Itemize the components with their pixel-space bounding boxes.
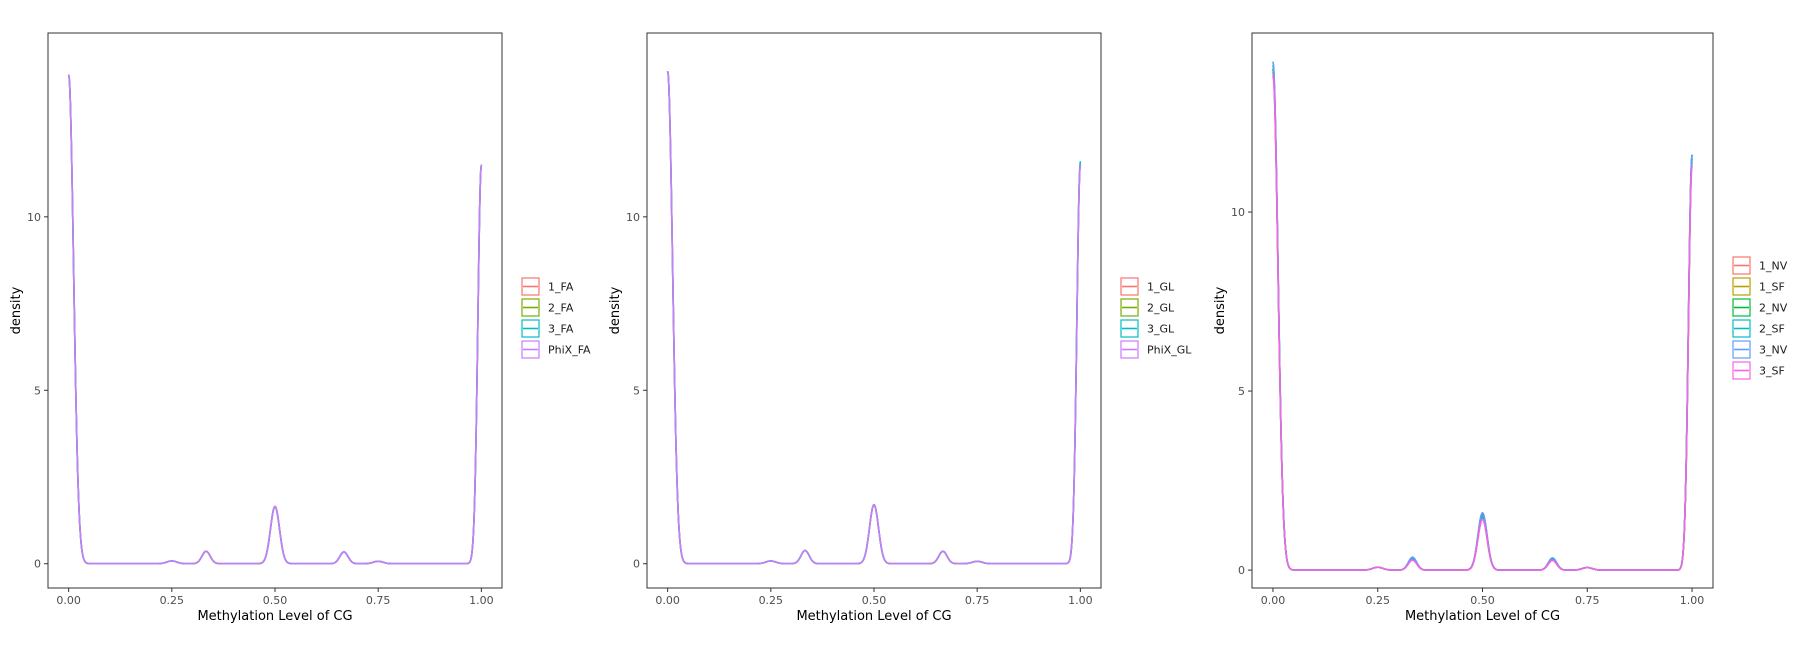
legend-item-3_GL: 3_GL	[1120, 319, 1175, 338]
x-tick-label: 0.25	[759, 594, 784, 607]
series-lines	[67, 74, 483, 565]
legend-item-2_NV: 2_NV	[1732, 298, 1788, 317]
legend-item-3_SF: 3_SF	[1732, 361, 1785, 380]
legend-item-2_GL: 2_GL	[1120, 298, 1175, 317]
legend-item-PhiX_GL: PhiX_GL	[1120, 340, 1192, 359]
y-tick-label: 5	[1238, 385, 1245, 398]
chart-panel-2: 0.00 0.25 0.50 0.75 1.00 0 5 10 Methylation Leve…	[608, 32, 1192, 624]
x-tick-label: 0.00	[1261, 594, 1286, 607]
x-tick-label: 0.75	[1575, 594, 1600, 607]
legend-label: 1_GL	[1147, 281, 1175, 294]
legend-item-2_SF: 2_SF	[1732, 319, 1785, 338]
legend-item-1_SF: 1_SF	[1732, 277, 1785, 296]
x-tick-label: 0.50	[862, 594, 887, 607]
legend-item-1_FA: 1_FA	[521, 277, 574, 296]
plot-frame	[47, 32, 503, 589]
x-tick-label: 0.50	[263, 594, 288, 607]
x-axis-title: Methylation Level of CG	[796, 609, 951, 624]
legend: 1_NV 1_SF 2_NV 2_SF 3_NV 3_SF	[1732, 256, 1788, 380]
legend-label: 3_GL	[1147, 323, 1175, 336]
x-tick-label: 1.00	[469, 594, 494, 607]
x-axis-title: Methylation Level of CG	[1405, 609, 1560, 624]
legend-item-2_FA: 2_FA	[521, 298, 574, 317]
legend-label: 1_SF	[1759, 281, 1785, 294]
y-axis-title: density	[1213, 286, 1228, 334]
y-tick-label: 5	[34, 384, 41, 397]
x-tick-label: 1.00	[1068, 594, 1093, 607]
series-line-1_GL	[666, 71, 1082, 565]
series-line-2_NV	[1272, 68, 1693, 571]
series-line-2_SF	[1272, 65, 1693, 571]
series-line-3_NV	[1272, 61, 1693, 571]
legend-item-1_GL: 1_GL	[1120, 277, 1175, 296]
series-lines	[1272, 61, 1693, 571]
x-tick-label: 0.75	[965, 594, 990, 607]
x-tick-label: 0.50	[1470, 594, 1495, 607]
series-line-PhiX_FA	[67, 74, 483, 565]
legend-item-3_FA: 3_FA	[521, 319, 574, 338]
series-line-1_SF	[1272, 68, 1693, 571]
x-tick-label: 0.25	[160, 594, 185, 607]
x-axis-title: Methylation Level of CG	[197, 609, 352, 624]
series-line-1_FA	[67, 74, 483, 565]
legend-item-3_NV: 3_NV	[1732, 340, 1788, 359]
y-axis-title: density	[608, 286, 623, 334]
y-tick-label: 10	[626, 211, 640, 224]
x-tick-label: 0.00	[56, 594, 81, 607]
legend-label: 3_NV	[1759, 344, 1788, 357]
x-tick-label: 0.75	[366, 594, 391, 607]
legend-label: 1_FA	[548, 281, 574, 294]
x-tick-label: 1.00	[1680, 594, 1705, 607]
plot-frame	[1251, 32, 1714, 589]
y-tick-label: 5	[633, 384, 640, 397]
series-lines	[666, 71, 1082, 565]
legend-label: 3_FA	[548, 323, 574, 336]
series-line-PhiX_GL	[666, 71, 1082, 565]
x-tick-label: 0.00	[655, 594, 680, 607]
chart-panel-1: 0.00 0.25 0.50 0.75 1.00 0 5 10 Methylation Leve…	[9, 32, 591, 624]
legend-label: 1_NV	[1759, 260, 1788, 273]
x-tick-label: 0.25	[1365, 594, 1390, 607]
y-tick-label: 0	[1238, 564, 1245, 577]
legend-label: PhiX_FA	[548, 344, 591, 357]
legend-label: 3_SF	[1759, 365, 1785, 378]
legend-label: 2_FA	[548, 302, 574, 315]
legend-label: PhiX_GL	[1147, 344, 1192, 357]
y-tick-label: 0	[34, 558, 41, 571]
legend-item-PhiX_FA: PhiX_FA	[521, 340, 591, 359]
legend-label: 2_GL	[1147, 302, 1175, 315]
legend-label: 2_NV	[1759, 302, 1788, 315]
legend: 1_FA 2_FA 3_FA PhiX_FA	[521, 277, 591, 359]
series-line-2_FA	[67, 74, 483, 565]
series-line-3_SF	[1272, 75, 1693, 571]
series-line-3_FA	[67, 74, 483, 565]
legend-label: 2_SF	[1759, 323, 1785, 336]
y-axis-title: density	[9, 286, 24, 334]
chart-panel-3: 0.00 0.25 0.50 0.75 1.00 0 5 10 Methylation Leve…	[1213, 32, 1788, 624]
legend-item-1_NV: 1_NV	[1732, 256, 1788, 275]
legend: 1_GL 2_GL 3_GL PhiX_GL	[1120, 277, 1192, 359]
series-line-1_NV	[1272, 72, 1693, 571]
y-tick-label: 10	[27, 211, 41, 224]
y-tick-label: 10	[1231, 206, 1245, 219]
series-line-2_GL	[666, 71, 1082, 565]
y-tick-label: 0	[633, 558, 640, 571]
series-line-3_GL	[666, 71, 1082, 565]
